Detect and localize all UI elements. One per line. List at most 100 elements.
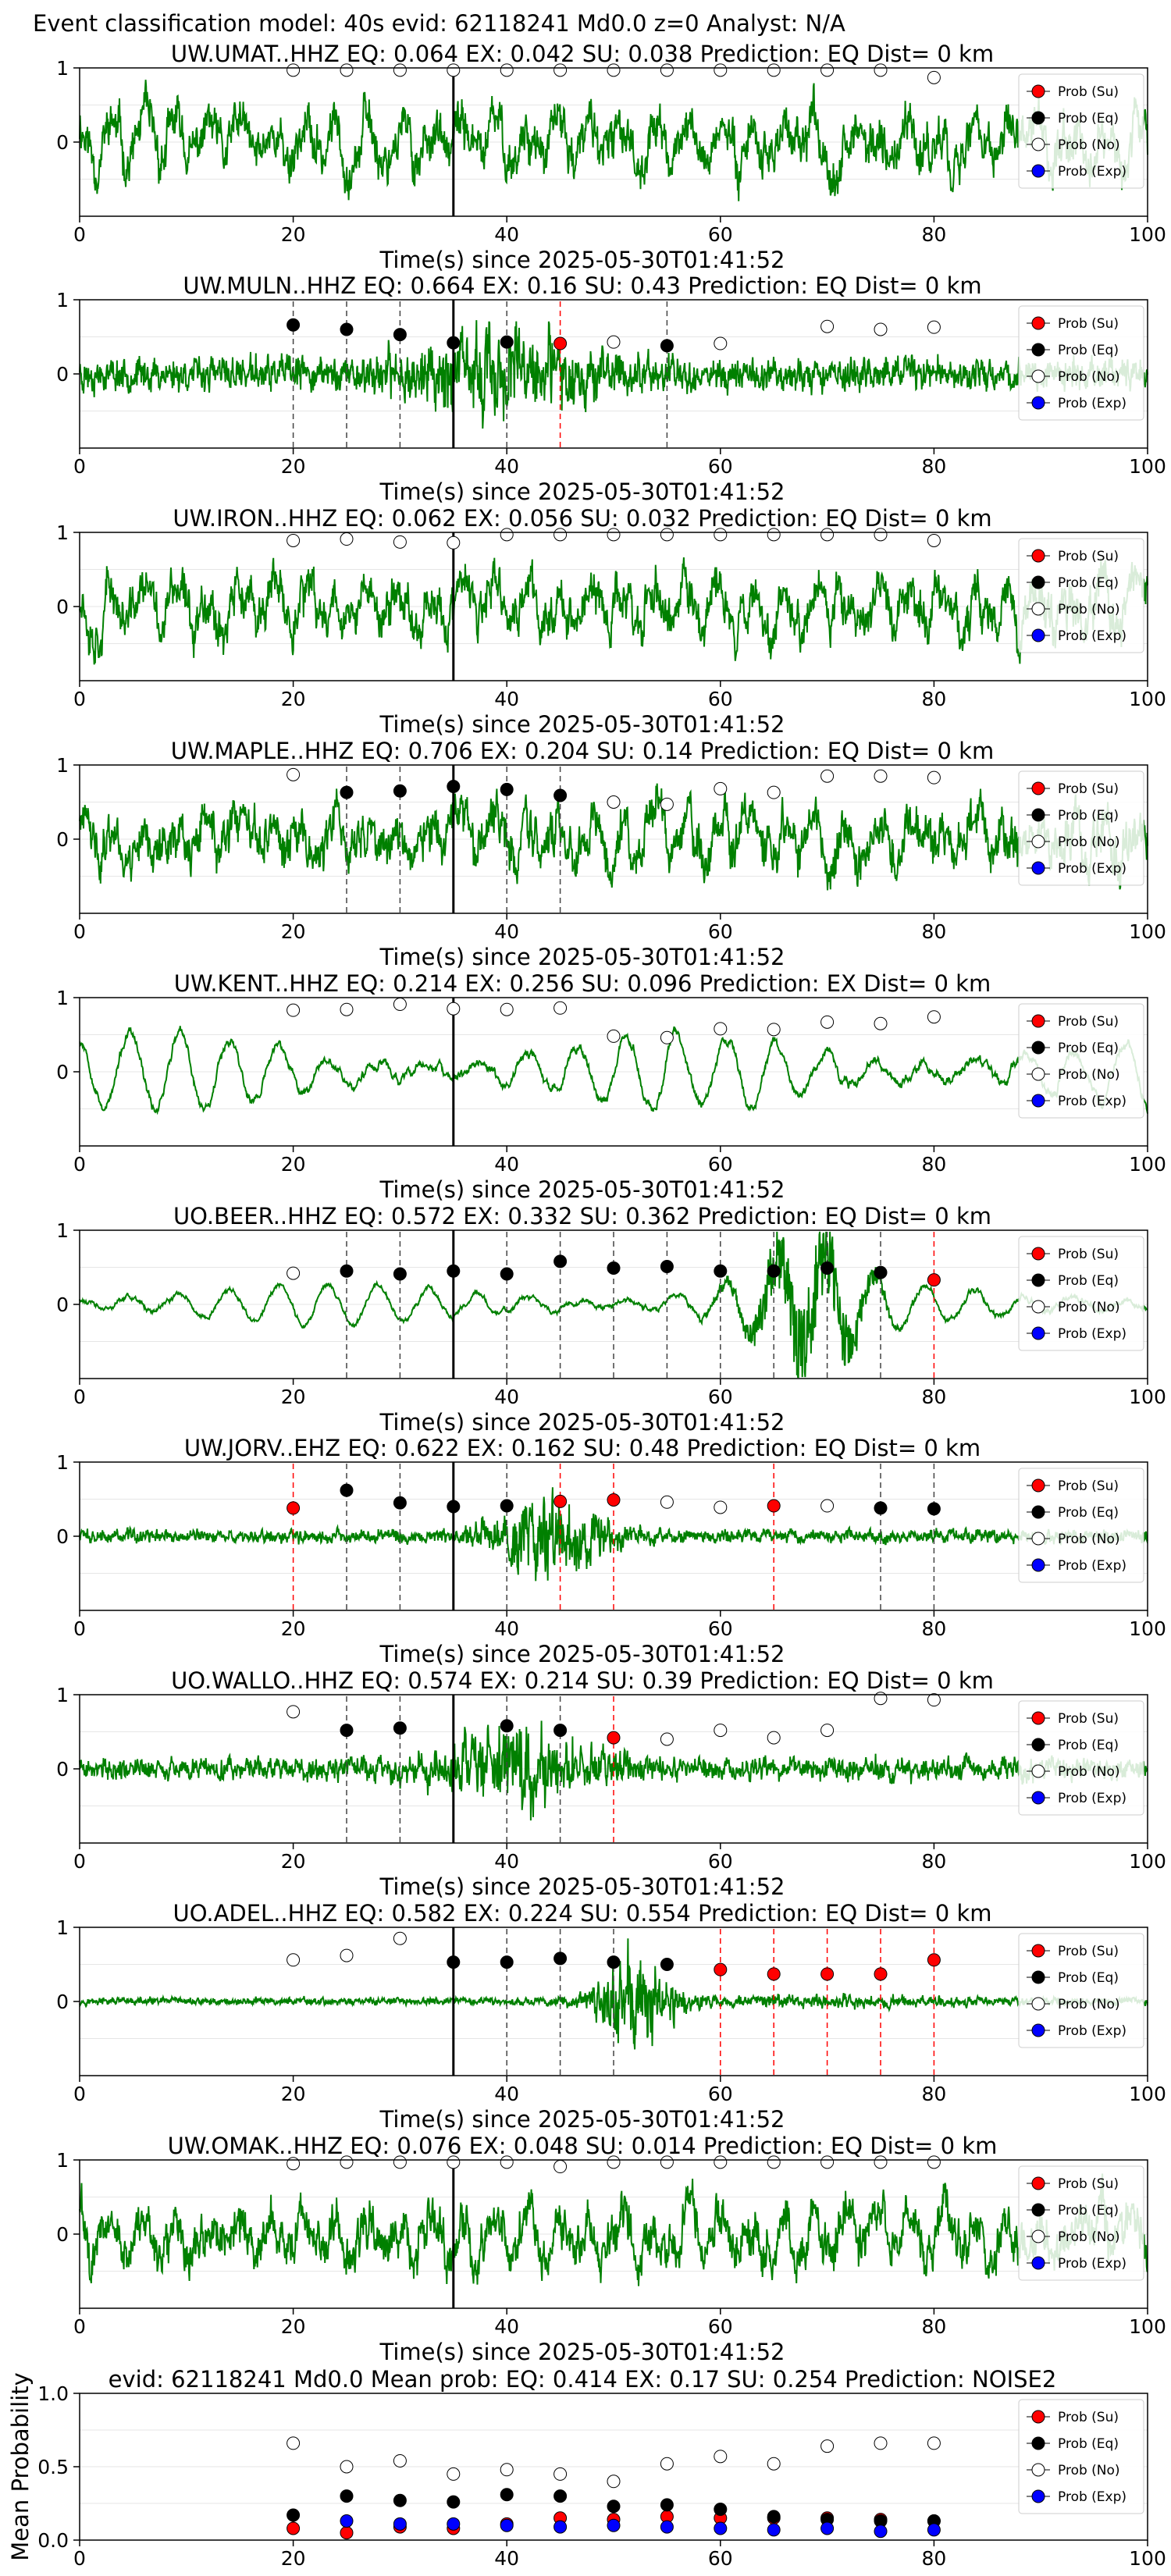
legend-marker <box>1031 84 1045 98</box>
data-point <box>660 1030 674 1044</box>
legend-marker <box>1031 1326 1045 1340</box>
data-point <box>714 63 728 77</box>
x-axis-label: Time(s) since 2025-05-30T01:41:52 <box>379 247 785 273</box>
x-tick-label: 80 <box>921 688 946 710</box>
data-point <box>607 528 621 542</box>
x-tick-label: 60 <box>708 1153 733 1176</box>
panel-6: UO.BEER..HHZ EQ: 0.572 EX: 0.332 SU: 0.3… <box>56 1203 1166 1436</box>
legend-label: Prob (Su) <box>1058 316 1119 332</box>
legend-marker <box>1031 1478 1045 1493</box>
data-point <box>767 2523 781 2537</box>
data-point <box>553 1494 568 1508</box>
x-tick-label: 20 <box>281 688 306 710</box>
data-point <box>927 1273 941 1287</box>
y-tick-label: 0 <box>56 2223 69 2246</box>
legend-marker <box>1031 369 1045 383</box>
data-point <box>714 1962 728 1976</box>
legend-marker <box>1031 1273 1045 1287</box>
x-tick-label: 80 <box>921 1386 946 1408</box>
y-tick-label: 0 <box>56 828 69 851</box>
data-point <box>500 1002 514 1016</box>
x-tick-label: 60 <box>708 1850 733 1873</box>
data-point <box>393 1721 407 1735</box>
x-tick-label: 20 <box>281 1617 306 1640</box>
data-point <box>874 322 888 336</box>
x-tick-label: 40 <box>494 688 519 710</box>
x-tick-label: 20 <box>281 2547 306 2570</box>
y-tick-label: 1 <box>56 1451 69 1474</box>
x-tick-label: 20 <box>281 920 306 943</box>
x-tick-label: 0 <box>73 2083 86 2105</box>
legend-marker <box>1031 602 1045 616</box>
legend-label: Prob (Su) <box>1058 549 1119 564</box>
data-point <box>820 2521 835 2535</box>
legend-marker <box>1031 2463 1045 2477</box>
data-point <box>500 1955 514 1969</box>
waveform-trace <box>79 1231 1148 1379</box>
data-point <box>874 1501 888 1515</box>
legend-label: Prob (No) <box>1058 1764 1120 1780</box>
legend-marker <box>1031 1791 1045 1805</box>
legend-marker <box>1031 316 1045 330</box>
x-tick-label: 60 <box>708 1617 733 1640</box>
legend-label: Prob (Eq) <box>1058 111 1119 126</box>
legend-marker <box>1031 1558 1045 1572</box>
x-tick-label: 0 <box>73 2315 86 2338</box>
data-point <box>874 769 888 783</box>
data-point <box>607 1955 621 1969</box>
x-tick-label: 0 <box>73 2547 86 2570</box>
x-axis-label: Time(s) since 2025-05-30T01:41:52 <box>379 711 785 738</box>
figure-title: Event classification model: 40s evid: 62… <box>33 10 845 37</box>
legend-box <box>1018 305 1144 421</box>
panel-5: UW.KENT..HHZ EQ: 0.214 EX: 0.256 SU: 0.0… <box>56 970 1166 1203</box>
data-point <box>767 2457 781 2471</box>
x-tick-label: 40 <box>494 1617 519 1640</box>
data-point <box>393 784 407 798</box>
data-point <box>607 2155 621 2169</box>
data-point <box>393 1496 407 1510</box>
data-point <box>767 1499 781 1513</box>
data-point <box>287 767 301 781</box>
data-point <box>607 63 621 77</box>
data-point <box>553 2467 568 2481</box>
legend-marker <box>1031 1970 1045 1984</box>
x-tick-label: 100 <box>1129 1850 1166 1873</box>
data-point <box>874 2524 888 2539</box>
data-point <box>447 1002 461 1016</box>
x-tick-label: 40 <box>494 920 519 943</box>
data-point <box>607 2518 621 2532</box>
data-point <box>500 1719 514 1733</box>
data-point <box>447 1264 461 1278</box>
legend-marker <box>1031 1041 1045 1055</box>
data-point <box>340 1002 354 1016</box>
panel-title: UW.UMAT..HHZ EQ: 0.064 EX: 0.042 SU: 0.0… <box>171 41 994 67</box>
legend-label: Prob (Su) <box>1058 1014 1119 1030</box>
legend-box <box>1018 2165 1144 2281</box>
x-tick-label: 100 <box>1129 223 1166 246</box>
x-tick-label: 40 <box>494 223 519 246</box>
data-point <box>500 1267 514 1281</box>
legend-label: Prob (No) <box>1058 2463 1120 2478</box>
data-point <box>607 2475 621 2489</box>
waveform-trace <box>79 320 1148 429</box>
x-tick-label: 0 <box>73 1153 86 1176</box>
data-point <box>553 528 568 542</box>
data-point <box>340 322 354 336</box>
x-tick-label: 80 <box>921 2547 946 2570</box>
panel-8: UO.WALLO..HHZ EQ: 0.574 EX: 0.214 SU: 0.… <box>56 1667 1166 1900</box>
legend-label: Prob (Eq) <box>1058 2436 1119 2452</box>
legend-marker <box>1031 628 1045 642</box>
legend-marker <box>1031 2489 1045 2503</box>
legend-marker <box>1031 2229 1045 2243</box>
legend-label: Prob (No) <box>1058 369 1120 385</box>
data-point <box>500 335 514 349</box>
legend-label: Prob (Su) <box>1058 781 1119 797</box>
data-point <box>287 1003 301 1017</box>
legend-box <box>1018 73 1144 189</box>
legend-label: Prob (Exp) <box>1058 628 1127 644</box>
data-point <box>874 1967 888 1981</box>
data-point <box>340 63 354 77</box>
data-point <box>767 63 781 77</box>
data-point <box>340 1724 354 1738</box>
legend-label: Prob (No) <box>1058 1300 1120 1315</box>
